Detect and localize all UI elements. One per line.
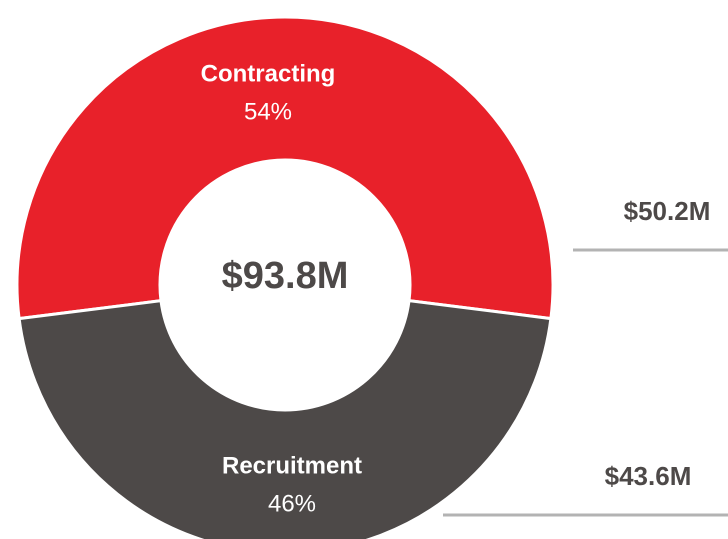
slices xyxy=(15,15,555,539)
slice-percent: 46% xyxy=(268,490,316,517)
amount-label: $43.6M xyxy=(605,461,692,491)
amount-label: $50.2M xyxy=(624,196,711,226)
slice-name: Recruitment xyxy=(222,452,362,479)
slice-name: Contracting xyxy=(201,60,336,87)
slice xyxy=(17,298,553,539)
slice xyxy=(15,15,555,321)
center-label: $93.8M xyxy=(222,255,349,297)
slice-percent: 54% xyxy=(244,98,292,125)
